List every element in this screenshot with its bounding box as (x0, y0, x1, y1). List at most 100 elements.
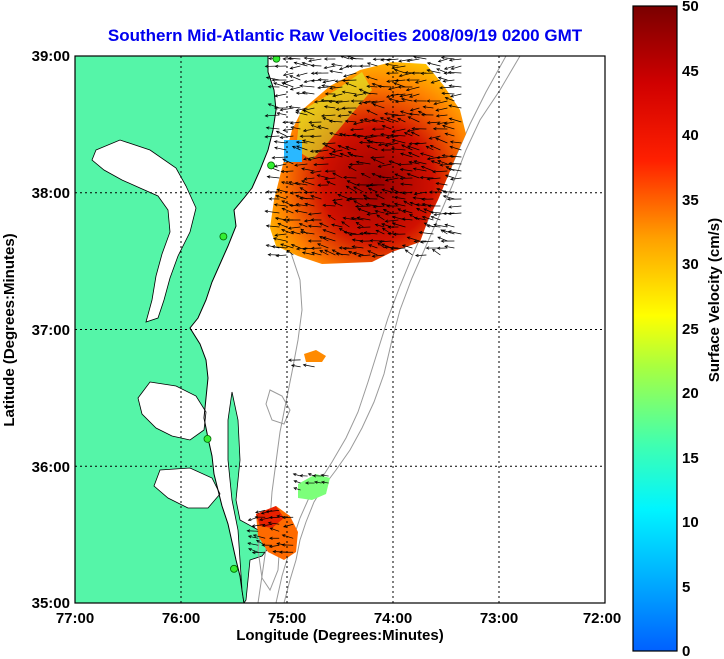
velocity-arrow (368, 188, 378, 193)
velocity-arrowhead (342, 246, 347, 251)
velocity-arrowhead (309, 170, 314, 174)
velocity-arrow (436, 188, 448, 193)
velocity-arrow (270, 527, 280, 532)
velocity-arrowhead (289, 203, 293, 208)
colorbar-tick-label: 40 (682, 127, 699, 144)
velocity-arrowhead (322, 80, 327, 84)
velocity-arrow (436, 182, 448, 186)
velocity-arrowhead (448, 58, 453, 62)
velocity-arrow (291, 126, 301, 130)
velocity-arrowhead (393, 190, 398, 195)
velocity-arrowhead (359, 119, 364, 123)
velocity-arrow (336, 100, 350, 103)
velocity-arrowhead (320, 156, 324, 160)
velocity-arrowhead (317, 125, 322, 129)
velocity-arrowhead (419, 176, 424, 180)
sound-water (138, 382, 220, 508)
velocity-arrow (368, 244, 378, 249)
velocity-arrowhead (435, 137, 439, 141)
velocity-arrowhead (295, 91, 300, 95)
velocity-arrow (378, 142, 392, 146)
velocity-arrowhead (393, 196, 398, 200)
velocity-arrowhead (327, 214, 332, 218)
velocity-arrowhead (377, 164, 382, 168)
velocity-arrow (355, 205, 371, 207)
velocity-arrow (327, 214, 336, 221)
radar-station-marker (219, 232, 228, 241)
velocity-arrow (269, 544, 280, 548)
velocity-arrowhead (402, 209, 407, 213)
velocity-arrow (421, 166, 434, 172)
velocity-arrow (360, 233, 371, 235)
velocity-arrow (276, 254, 287, 257)
bay-coastline (91, 139, 221, 509)
velocity-arrow (296, 72, 308, 77)
velocity-arrow (432, 249, 441, 256)
velocity-arrowhead (339, 152, 344, 156)
velocity-arrowhead (356, 225, 361, 230)
velocity-arrowhead (289, 75, 293, 79)
velocity-arrow (329, 120, 343, 123)
velocity-arrow (296, 247, 308, 250)
velocity-arrowhead (268, 57, 272, 61)
velocity-arrowhead (352, 133, 356, 137)
velocity-arrowhead (356, 183, 360, 187)
velocity-arrow (332, 149, 343, 153)
velocity-arrowhead (444, 96, 449, 100)
velocity-arrowhead (430, 80, 435, 84)
velocity-arrowhead (386, 204, 390, 208)
velocity-arrowhead (295, 108, 300, 112)
colorbar-tick-label: 35 (682, 192, 699, 209)
velocity-arrowhead (287, 56, 292, 61)
velocity-arrowhead (414, 142, 418, 146)
velocity-arrow (302, 252, 315, 256)
velocity-arrowhead (363, 197, 368, 201)
velocity-arrowhead (348, 196, 352, 201)
velocity-arrowhead (427, 204, 432, 208)
velocity-arrow (314, 163, 329, 166)
velocity-arrow (296, 92, 308, 95)
velocity-arrowhead (408, 142, 413, 146)
velocity-arrowhead (419, 152, 424, 156)
velocity-arrowhead (403, 200, 407, 204)
velocity-arrowhead (359, 239, 363, 243)
colorbar-tick-label: 30 (682, 256, 699, 273)
velocity-arrow (341, 221, 350, 228)
velocity-arrowhead (404, 249, 409, 253)
velocity-arrowhead (449, 145, 454, 149)
velocity-arrow (324, 65, 336, 69)
velocity-arrowhead (380, 148, 385, 152)
velocity-arrow (442, 125, 455, 130)
velocity-arrowhead (437, 76, 442, 80)
velocity-arrowhead (321, 84, 325, 88)
velocity-arrowhead (442, 79, 447, 83)
velocity-arrowhead (299, 196, 303, 200)
velocity-arrow (436, 156, 448, 159)
velocity-arrow (272, 156, 287, 159)
velocity-arrowhead (307, 157, 312, 161)
velocity-arrowhead (277, 222, 282, 226)
velocity-arrowhead (314, 480, 318, 484)
velocity-arrowhead (289, 87, 294, 91)
velocity-arrow (443, 195, 455, 200)
velocity-arrow (356, 222, 364, 228)
velocity-arrow (317, 174, 329, 179)
velocity-arrowhead (376, 214, 380, 218)
velocity-arrow (289, 204, 301, 207)
colorbar: 50 45 40 35 30 25 20 15 10 5 0 Surface V… (632, 0, 723, 659)
velocity-arrow (407, 128, 420, 132)
velocity-arrow (402, 244, 413, 249)
velocity-arrowhead (332, 172, 336, 176)
velocity-arrowhead (345, 82, 349, 86)
velocity-arrow (320, 156, 336, 159)
velocity-arrowhead (429, 144, 434, 148)
velocity-arrowhead (382, 209, 387, 213)
velocity-arrowhead (328, 152, 333, 156)
velocity-arrow (296, 203, 308, 207)
velocity-arrowhead (310, 64, 315, 68)
velocity-arrowhead (390, 147, 395, 151)
velocity-arrowhead (416, 208, 420, 211)
velocity-arrowhead (381, 125, 386, 129)
velocity-arrow (322, 142, 336, 145)
velocity-arrow (345, 120, 357, 123)
